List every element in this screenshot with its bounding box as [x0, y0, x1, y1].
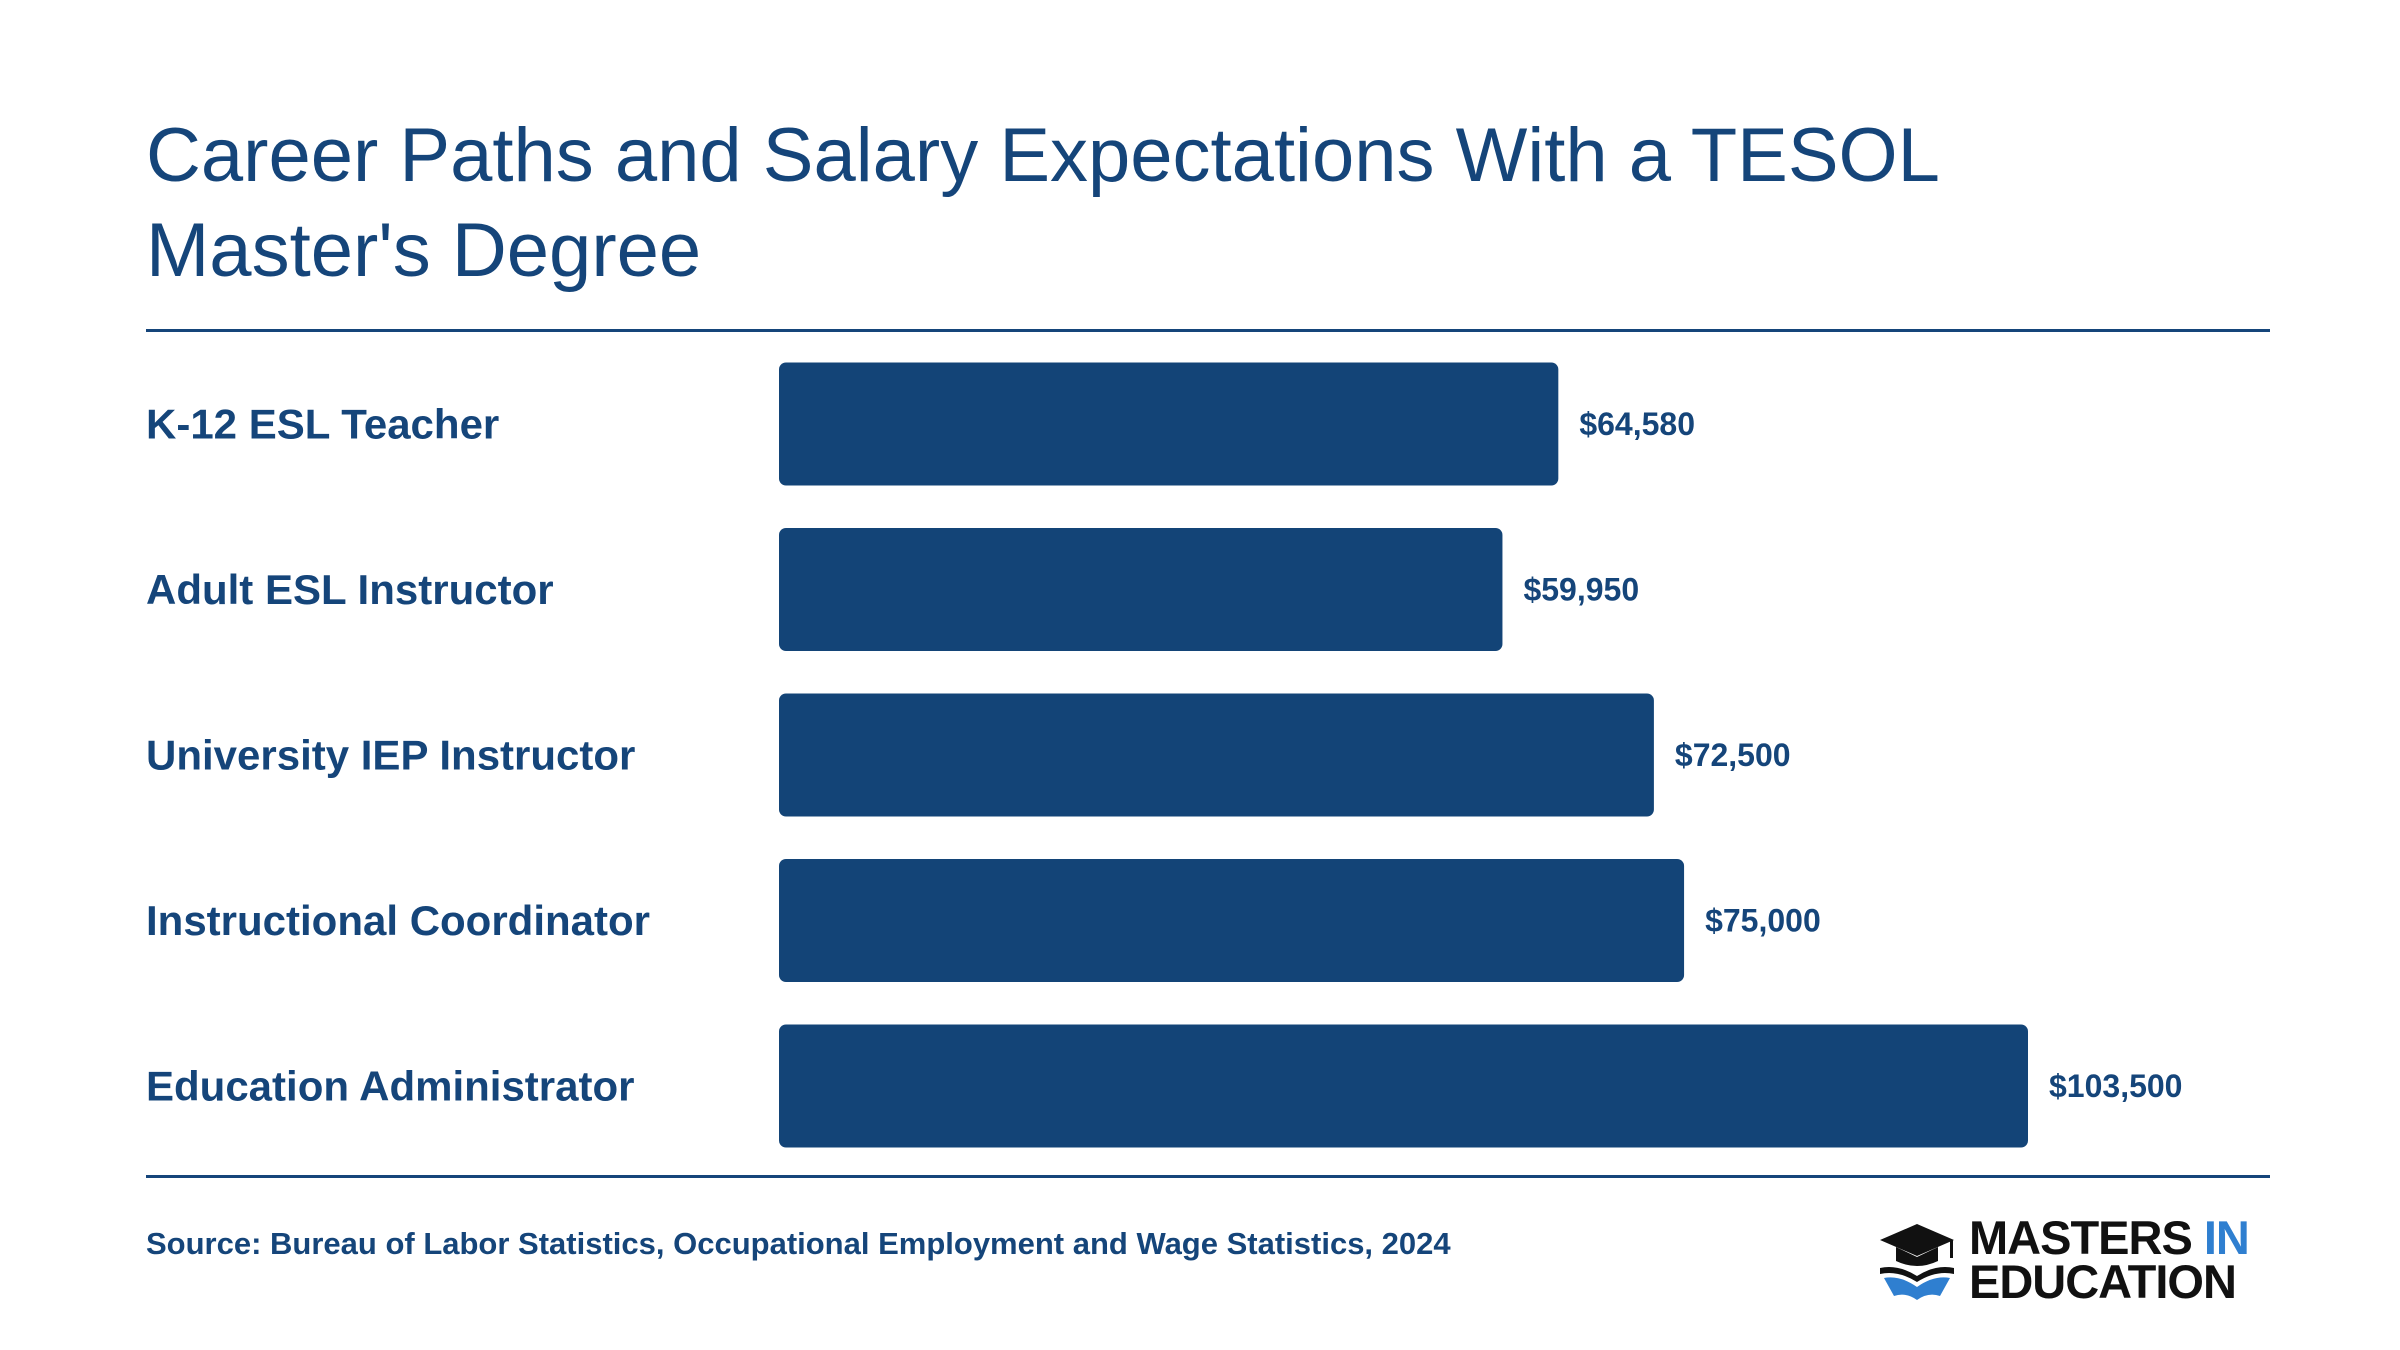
source-note: Source: Bureau of Labor Statistics, Occu…: [146, 1226, 1451, 1261]
salary-bar: [779, 693, 1654, 817]
category-label: University IEP Instructor: [146, 732, 635, 779]
value-label: $72,500: [1675, 737, 1791, 773]
value-label: $64,580: [1579, 406, 1695, 442]
top-divider: [146, 329, 2270, 332]
category-label: Education Administrator: [146, 1063, 634, 1110]
category-label: Adult ESL Instructor: [146, 566, 554, 613]
salary-bar: [779, 859, 1685, 982]
salary-bar: [779, 1024, 2028, 1148]
logo-word-education: EDUCATION: [1969, 1255, 2237, 1308]
masters-in-education-logo: MASTERS IN EDUCATION: [1874, 1214, 2274, 1308]
value-label: $103,500: [2049, 1068, 2182, 1104]
value-label: $59,950: [1523, 572, 1639, 608]
category-label: K-12 ESL Teacher: [146, 401, 499, 448]
logo-word-in: IN: [2203, 1211, 2250, 1264]
chart-title: Career Paths and Salary Expectations Wit…: [146, 113, 1938, 293]
value-label: $75,000: [1705, 903, 1821, 939]
salary-bar: [779, 528, 1503, 651]
bottom-divider: [146, 1175, 2270, 1178]
graduation-cap-book-icon: [1880, 1224, 1954, 1300]
salary-bar: [779, 362, 1559, 486]
logo-word-masters: MASTERS: [1969, 1211, 2193, 1264]
category-label: Instructional Coordinator: [146, 897, 650, 944]
